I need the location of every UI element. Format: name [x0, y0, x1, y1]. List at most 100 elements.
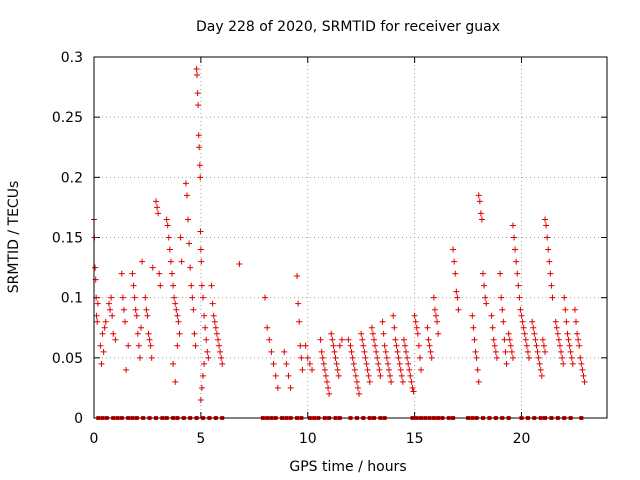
- data-point: [407, 372, 414, 379]
- data-point: [505, 330, 512, 337]
- data-point: [185, 216, 192, 223]
- data-point: [555, 336, 562, 343]
- data-point: [561, 294, 568, 301]
- data-point: [272, 372, 279, 379]
- data-point: [556, 342, 563, 349]
- data-point: [189, 294, 196, 301]
- data-point: [575, 336, 582, 343]
- data-point: [554, 330, 561, 337]
- data-point: [321, 366, 328, 373]
- data-point: [149, 264, 156, 271]
- data-point: [102, 318, 109, 325]
- data-point: [559, 354, 566, 361]
- y-tick-label: 0.25: [52, 110, 83, 126]
- data-point: [320, 360, 327, 367]
- data-point: [365, 372, 372, 379]
- data-point: [475, 192, 482, 199]
- data-point: [376, 366, 383, 373]
- data-point: [297, 342, 304, 349]
- data-point: [522, 336, 529, 343]
- data-point: [580, 372, 587, 379]
- data-point: [236, 260, 243, 267]
- data-point: [520, 324, 527, 331]
- data-point: [352, 372, 359, 379]
- y-tick-label: 0.2: [61, 170, 83, 186]
- data-point: [578, 360, 585, 367]
- data-point: [101, 324, 108, 331]
- data-point: [414, 330, 421, 337]
- data-point: [157, 282, 164, 289]
- data-point: [413, 324, 420, 331]
- data-point: [521, 330, 528, 337]
- data-point: [396, 360, 403, 367]
- data-point: [540, 342, 547, 349]
- data-point: [453, 288, 460, 295]
- data-point: [134, 330, 141, 337]
- data-point: [358, 330, 365, 337]
- data-point: [213, 330, 220, 337]
- data-point: [511, 234, 518, 241]
- y-tick-labels: 0 0.05 0.1 0.15 0.2 0.25 0.3: [52, 50, 83, 427]
- y-tick-label: 0.1: [61, 291, 83, 307]
- data-point: [574, 330, 581, 337]
- data-point: [154, 204, 161, 211]
- data-point: [548, 282, 555, 289]
- data-point: [155, 210, 162, 217]
- data-point: [397, 366, 404, 373]
- data-point: [406, 366, 413, 373]
- data-point: [542, 216, 549, 223]
- data-point: [567, 348, 574, 355]
- data-point: [334, 366, 341, 373]
- data-point: [130, 282, 137, 289]
- data-point: [351, 366, 358, 373]
- data-point: [569, 360, 576, 367]
- data-point: [398, 372, 405, 379]
- data-point: [164, 222, 171, 229]
- data-point: [285, 372, 292, 379]
- data-point: [94, 300, 101, 307]
- x-tick-label: 10: [299, 431, 317, 447]
- data-point: [545, 246, 552, 253]
- data-point: [217, 348, 224, 355]
- data-point: [302, 342, 309, 349]
- axis-ticks: [93, 56, 607, 419]
- data-point: [514, 270, 521, 277]
- data-point: [512, 246, 519, 253]
- data-point: [264, 324, 271, 331]
- data-point: [418, 366, 425, 373]
- data-point: [167, 258, 174, 265]
- data-point: [209, 300, 216, 307]
- data-point: [333, 360, 340, 367]
- data-point: [345, 336, 352, 343]
- data-point: [476, 198, 483, 205]
- data-point: [400, 336, 407, 343]
- data-point: [469, 312, 476, 319]
- data-point: [568, 354, 575, 361]
- data-point: [565, 336, 572, 343]
- x-tick-labels: 0 5 10 15 20: [90, 431, 531, 447]
- data-point: [326, 390, 333, 397]
- data-point: [200, 372, 207, 379]
- data-point: [507, 342, 514, 349]
- data-point: [197, 246, 204, 253]
- data-point: [195, 132, 202, 139]
- data-point: [201, 312, 208, 319]
- data-point: [427, 348, 434, 355]
- data-point: [415, 342, 422, 349]
- data-point: [492, 348, 499, 355]
- data-point: [471, 336, 478, 343]
- data-point: [379, 318, 386, 325]
- data-point: [573, 318, 580, 325]
- data-point: [152, 198, 159, 205]
- data-point: [372, 342, 379, 349]
- data-point: [364, 366, 371, 373]
- data-point: [274, 384, 281, 391]
- data-point: [478, 216, 485, 223]
- data-point: [135, 342, 142, 349]
- data-point: [178, 258, 185, 265]
- data-point: [298, 354, 305, 361]
- data-point: [435, 330, 442, 337]
- data-point: [299, 366, 306, 373]
- data-point: [112, 336, 119, 343]
- data-point: [382, 348, 389, 355]
